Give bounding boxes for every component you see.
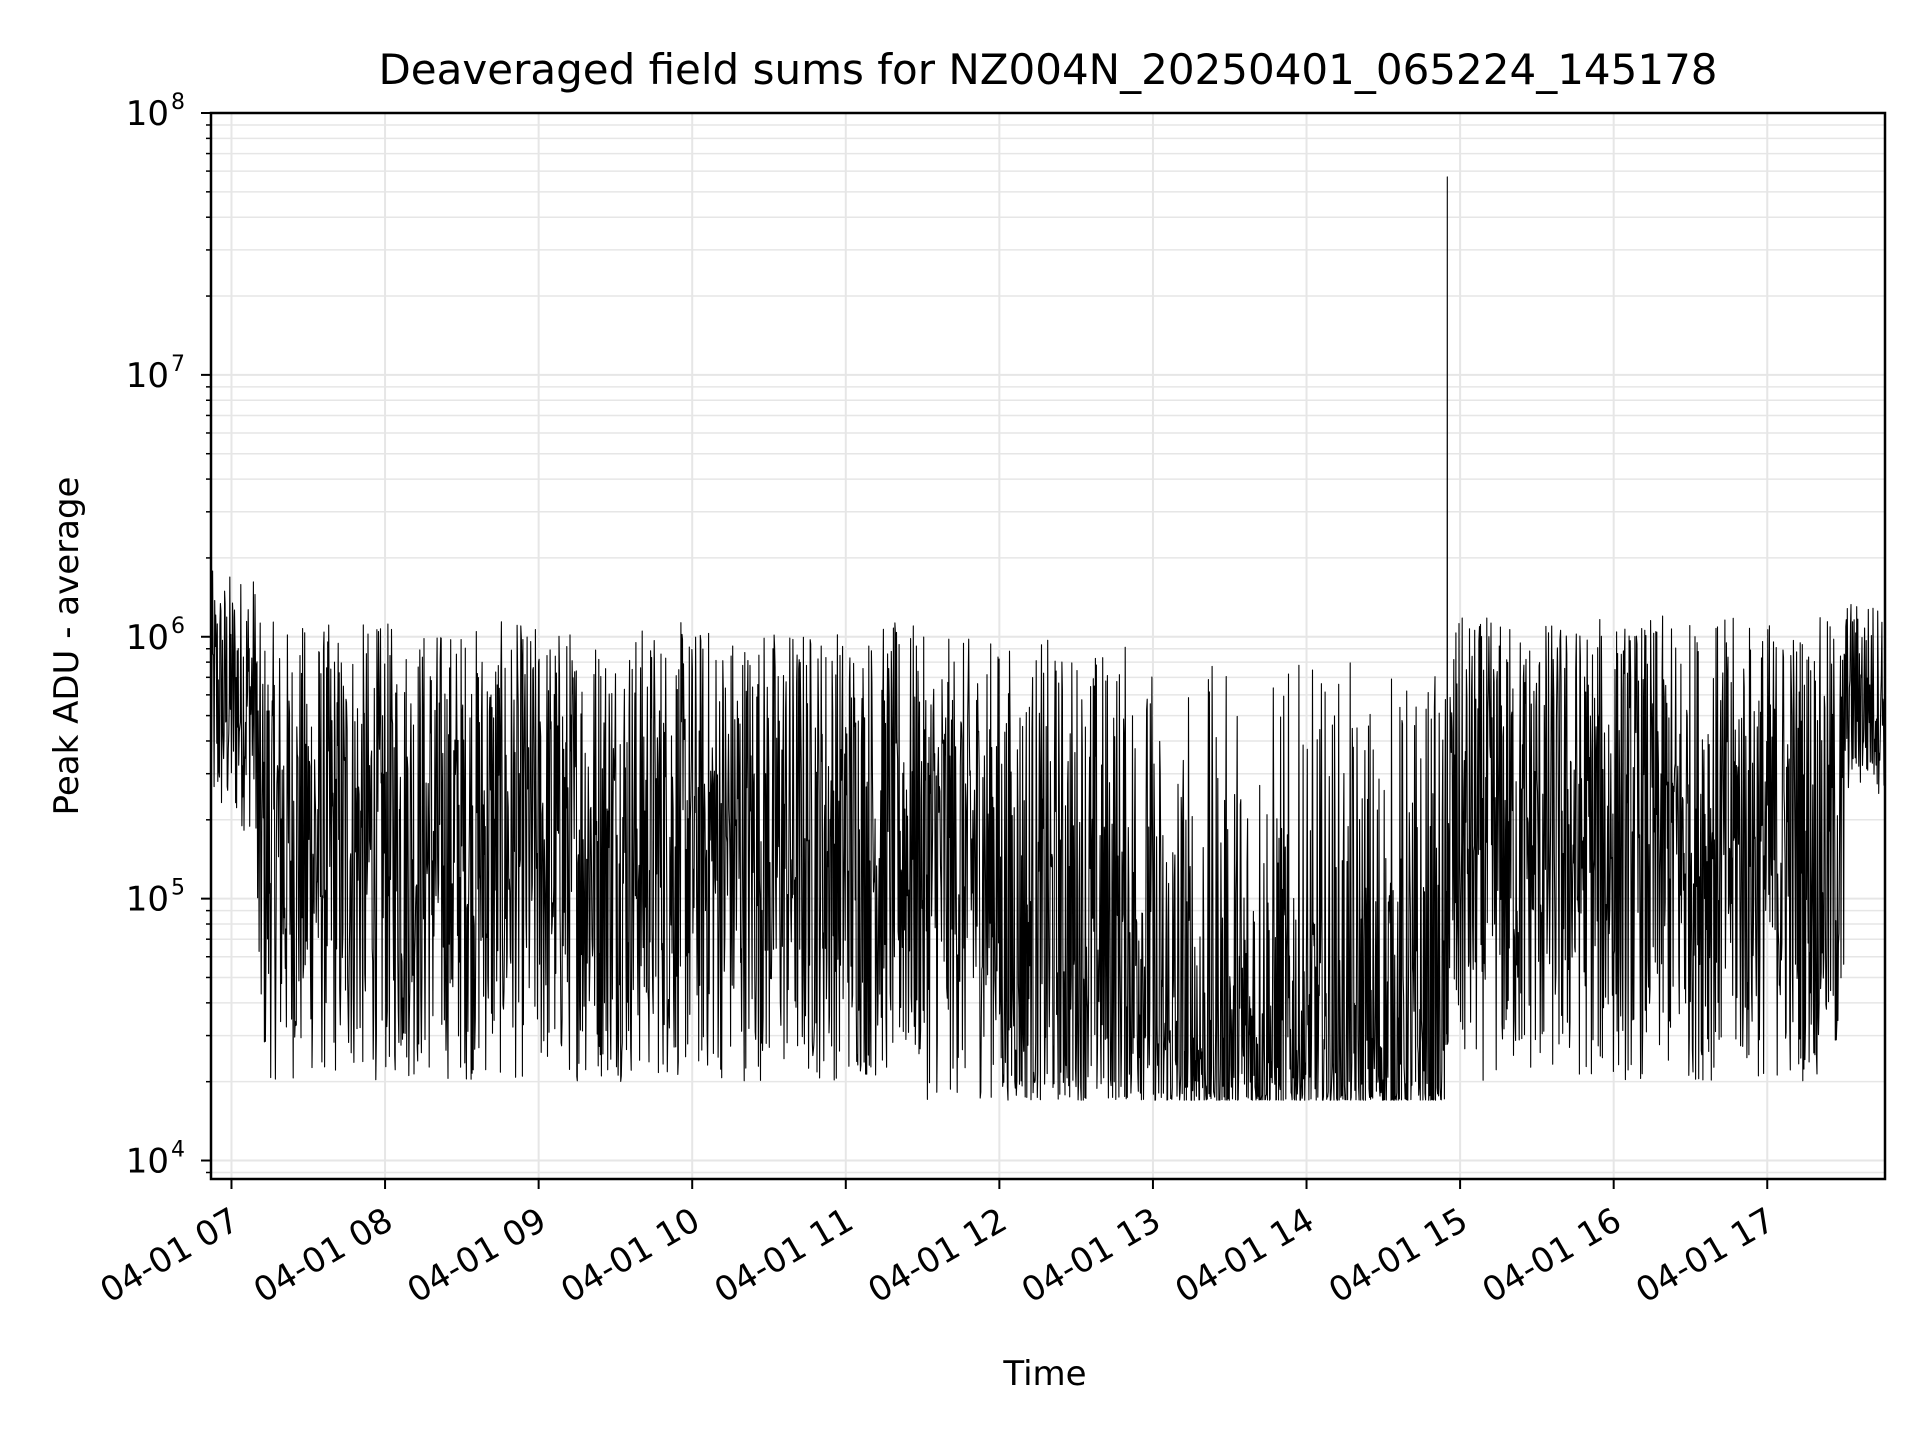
series-line xyxy=(210,176,1886,1101)
y-tick-exponent: 5 xyxy=(171,876,185,901)
y-tick-label: 10 xyxy=(126,356,169,396)
x-axis-label: Time xyxy=(1002,1354,1086,1394)
y-tick-label: 10 xyxy=(126,618,169,658)
y-tick-exponent: 4 xyxy=(171,1138,185,1163)
y-tick-label: 10 xyxy=(126,880,169,920)
y-tick-exponent: 6 xyxy=(171,614,185,639)
y-axis-label: Peak ADU - average xyxy=(47,477,87,816)
y-tick-label: 10 xyxy=(126,1142,169,1182)
y-tick-exponent: 8 xyxy=(171,90,185,115)
chart-title: Deaveraged field sums for NZ004N_2025040… xyxy=(378,45,1717,94)
y-tick-exponent: 7 xyxy=(171,352,185,377)
series-line-path xyxy=(210,176,1886,1101)
y-tick-label: 10 xyxy=(126,94,169,134)
plot-frame xyxy=(209,111,1887,1181)
